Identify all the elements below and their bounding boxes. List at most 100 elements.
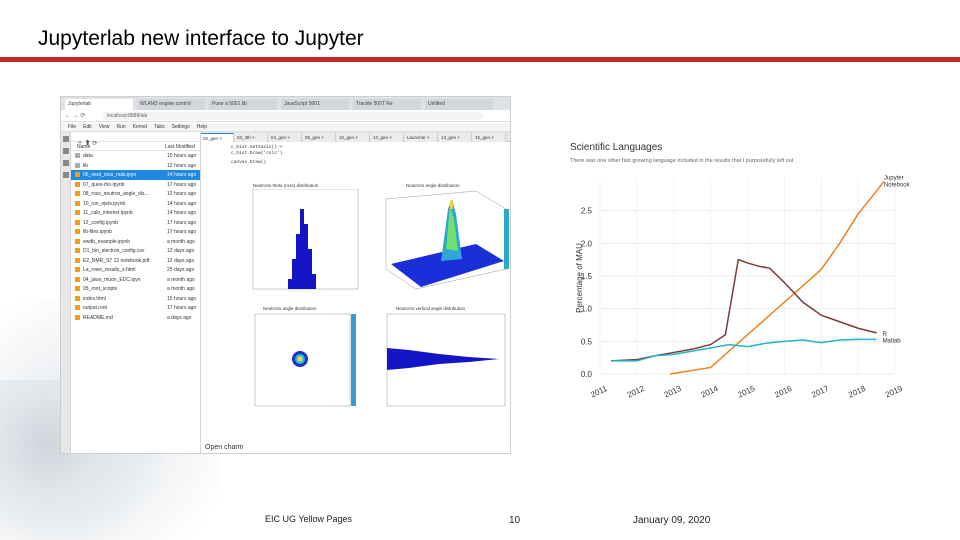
file-name: lib-files.ipynb [83, 229, 112, 235]
notebook-tab[interactable]: 12_gen × [371, 133, 404, 142]
notebook-tab[interactable]: 03_4th × [235, 133, 268, 142]
notebook-tab[interactable]: 13_gen × [439, 133, 472, 142]
series-label: Jupyter Notebooks [884, 175, 910, 188]
browser-tab[interactable]: Trackle 500T Re [353, 99, 421, 110]
series-line [669, 180, 885, 375]
file-modified: 17 hours ago [167, 229, 197, 235]
address-input: localhost:8888/lab [103, 112, 483, 120]
notebook-icon [75, 191, 80, 196]
slide-date: January 09, 2020 [633, 515, 711, 526]
page-number: 10 [509, 515, 521, 526]
notebook-tab[interactable]: 04_gen × [269, 133, 302, 142]
file-row[interactable]: 12_config.ipynb 17 hours ago [71, 218, 200, 228]
notebook-tab[interactable]: 02_gen × [201, 133, 234, 142]
file-row[interactable]: La_rows_results_s.html 25 days ago [71, 265, 200, 275]
file-name: 12_config.ipynb [83, 219, 119, 226]
notebook-footer: Open charm [205, 444, 244, 451]
chart-grid [599, 178, 896, 375]
file-row[interactable]: output.root 17 hours ago [71, 303, 200, 313]
notebook-icon [75, 248, 80, 253]
file-name: 05_root_scripts [83, 286, 118, 292]
scientific-languages-chart: Scientific Languages There was one other… [560, 138, 910, 400]
menu-item[interactable]: Run [116, 124, 126, 130]
file-row[interactable]: index.html 15 hours ago [71, 294, 200, 304]
file-modified: 15 hours ago [167, 295, 197, 302]
file-row[interactable]: 08_ross_neutros_angle_dis... 12 hours ago [71, 189, 200, 199]
file-modified: 17 hours ago [167, 219, 197, 226]
notebook-tabs: 02_gen × 03_4th × 04_gen × 05_gen × 10_gen ×… [201, 132, 510, 142]
notebook-icon [75, 286, 80, 291]
file-row[interactable]: data 15 hours ago [71, 151, 200, 161]
file-row[interactable]: 04_jaws_muon_EDC.ipyn a month ago [71, 275, 200, 285]
file-row[interactable]: README.md a days ago [71, 313, 200, 323]
series-line [611, 258, 877, 362]
file-modified: 12 hours ago [167, 162, 197, 169]
code-line: c_hist.GetXaxis()-> [231, 145, 283, 150]
jupyter-left-sidebar [61, 132, 71, 453]
notebook-icon [75, 219, 80, 225]
menu-item[interactable]: Edit [83, 124, 92, 130]
notebook-tab[interactable]: 15_gen × [473, 133, 506, 142]
title-underline [0, 57, 960, 62]
file-browser-toolbar: ＋ ⬆ ⟳ [71, 132, 200, 147]
browser-tab[interactable]: JavaScript 5001 [281, 99, 349, 110]
file-row[interactable]: 11_calo_interest.ipynb 14 hours ago [71, 208, 200, 218]
notebook-area: 02_gen × 03_4th × 04_gen × 05_gen × 10_gen ×… [201, 132, 510, 453]
menu-item[interactable]: Kernel [132, 124, 148, 130]
file-row[interactable]: ewdb_example.ipynb a month ago [71, 237, 200, 247]
notebook-icon [75, 172, 80, 177]
file-row[interactable]: D1_bin_electron_config.csv 12 days ago [71, 246, 200, 256]
file-modified: a days ago [167, 314, 192, 321]
file-name: 10_run_ejets.ipynb [83, 200, 126, 207]
file-name: lib [83, 162, 89, 169]
file-name: 07_ques-rho.ipynb [83, 181, 125, 188]
series-lines [611, 180, 885, 375]
file-name: La_rows_results_s.html [83, 267, 136, 273]
y-tick-label: 1.0 [581, 305, 593, 314]
x-tick-label: 2013 [663, 384, 683, 400]
file-row[interactable]: E2_NMR_S7 12 notebook.pdf 12 days ago [71, 256, 200, 266]
menu-item[interactable]: Settings [171, 124, 190, 130]
notebook-icon [75, 257, 80, 263]
menu-item[interactable]: Help [196, 124, 208, 130]
file-name: 04_jaws_muon_EDC.ipyn [83, 276, 141, 283]
column-modified: Last Modified [165, 144, 195, 150]
toolbar-icons: ＋ ⬆ ⟳ [77, 141, 98, 147]
commands-icon [63, 160, 69, 166]
browser-tab[interactable]: WLAM2 engine control [137, 99, 205, 110]
file-name: data [83, 153, 93, 159]
file-row[interactable]: 10_run_ejets.ipynb 14 hours ago [71, 199, 200, 209]
series-label: Matlab [883, 338, 902, 344]
code-line: c_hist.Draw('colz') [231, 151, 283, 156]
browser-tab[interactable]: Untitled [425, 99, 493, 110]
browser-tab[interactable]: Jupyterlab [65, 99, 133, 110]
notebook-icon [75, 238, 80, 244]
nav-arrows-icon: ← → ⟳ [65, 113, 86, 119]
browser-tab[interactable]: Pune a 5001 lib [209, 99, 277, 110]
jupyter-menu-bar: File Edit View Run Kernel Tabs Settings Help [61, 123, 510, 132]
menu-item[interactable]: View [98, 124, 110, 130]
file-name: ewdb_example.ipynb [83, 238, 130, 245]
notebook-tab[interactable]: Launcher × [405, 133, 438, 142]
chart-subtitle: There was one other fast growing languag… [570, 158, 794, 164]
file-row[interactable]: 05_root_scripts a month ago [71, 284, 200, 294]
file-name: output.root [83, 305, 107, 311]
menu-item[interactable]: Tabs [154, 124, 165, 130]
x-tick-label: 2018 [847, 384, 867, 400]
file-modified: 25 days ago [167, 267, 195, 273]
file-row[interactable]: lib-files.ipynb 17 hours ago [71, 227, 200, 237]
footer-left: EIC UG Yellow Pages [265, 514, 353, 524]
file-modified: a month ago [167, 286, 195, 292]
plot-title: Neutrons vertical angle distribution [396, 306, 466, 311]
file-modified: a month ago [167, 276, 195, 283]
folder-icon [75, 153, 80, 158]
file-row[interactable]: lib 12 hours ago [71, 161, 200, 171]
file-row[interactable]: 07_ques-rho.ipynb 17 hours ago [71, 180, 200, 190]
menu-item[interactable]: File [68, 124, 77, 130]
notebook-icon [75, 181, 80, 187]
file-row[interactable]: 06_neut_ross_nuts.ipyn 14 hours ago [71, 170, 200, 180]
notebook-icon [75, 210, 80, 215]
file-modified: 12 days ago [167, 248, 195, 254]
notebook-tab[interactable]: 05_gen × [303, 133, 336, 142]
notebook-tab[interactable]: 10_gen × [337, 133, 370, 142]
